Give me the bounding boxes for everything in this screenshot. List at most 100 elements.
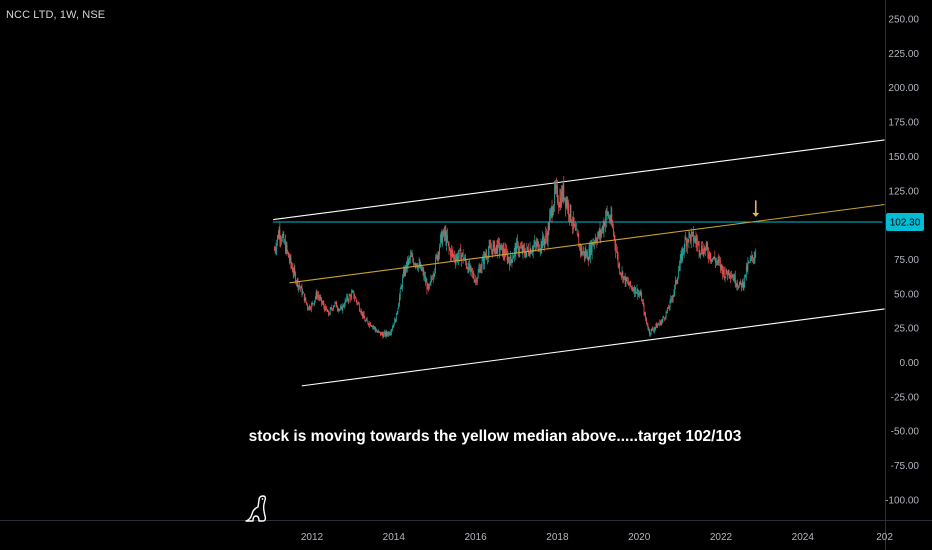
candle-body xyxy=(679,258,681,267)
candle-body xyxy=(479,267,481,270)
candle-body xyxy=(514,246,516,250)
candle-body xyxy=(323,303,325,307)
candle-body xyxy=(461,254,462,261)
candle-body xyxy=(604,222,606,226)
candle-body xyxy=(750,257,752,259)
candle-body xyxy=(748,261,750,263)
candle-body xyxy=(405,266,407,271)
candle-body xyxy=(666,311,668,313)
candle-body xyxy=(585,251,587,257)
candle-body xyxy=(467,268,469,273)
candle-body xyxy=(592,242,594,245)
candle-body xyxy=(665,312,667,318)
candle-body xyxy=(528,254,530,256)
candle-body xyxy=(671,298,672,300)
arrow-head xyxy=(752,212,760,217)
candle-body xyxy=(500,245,502,250)
candle-body xyxy=(660,321,662,325)
candle-body xyxy=(752,255,753,258)
candle-body xyxy=(631,287,633,290)
candle-body xyxy=(447,241,449,244)
candle-body xyxy=(452,251,454,256)
candle-body xyxy=(555,185,557,189)
candle-body xyxy=(375,329,377,332)
candle-body xyxy=(336,302,337,308)
candle-body xyxy=(524,254,526,257)
candle-body xyxy=(283,234,285,243)
candle-body xyxy=(584,251,586,257)
candle-body xyxy=(664,317,666,319)
candle-body xyxy=(470,266,472,269)
candle-body xyxy=(447,235,448,242)
candle-body xyxy=(329,308,331,314)
candle-body xyxy=(351,291,353,294)
candle-body xyxy=(740,280,742,283)
candle-body xyxy=(635,292,637,294)
candle-body xyxy=(334,302,336,306)
candle-body xyxy=(478,269,480,272)
candle-body xyxy=(428,284,429,289)
candle-body xyxy=(377,331,379,333)
plot-area[interactable] xyxy=(273,139,885,387)
candle-body xyxy=(632,289,634,291)
candle-body xyxy=(509,256,511,266)
candle-body xyxy=(471,268,473,272)
candle-body xyxy=(571,221,573,225)
candle-body xyxy=(695,237,697,242)
candle-body xyxy=(429,282,431,285)
candle-body xyxy=(304,297,306,301)
candle-body xyxy=(683,248,684,251)
candle-body xyxy=(700,253,702,255)
candle-body xyxy=(496,244,498,254)
candle-body xyxy=(520,247,521,249)
candle-body xyxy=(425,276,426,283)
candle-body xyxy=(423,270,425,278)
candle-body xyxy=(384,332,386,336)
candle-body xyxy=(311,303,313,304)
candle-body xyxy=(573,217,575,226)
candle-body xyxy=(292,271,294,274)
tradingview-dinosaur-icon[interactable] xyxy=(243,494,271,524)
candle-body xyxy=(441,231,443,244)
candle-body xyxy=(387,334,388,336)
candle-body xyxy=(274,249,276,251)
candle-body xyxy=(492,244,494,254)
y-tick-label: 75.00 xyxy=(894,255,919,266)
candle-body xyxy=(456,255,458,259)
candle-body xyxy=(314,300,315,304)
candle-body xyxy=(653,329,654,331)
candle-body xyxy=(342,304,344,311)
candle-body xyxy=(362,313,364,317)
candle-body xyxy=(526,247,528,252)
candle-body xyxy=(718,259,720,261)
candle-body xyxy=(359,309,361,312)
candle-body xyxy=(469,266,471,270)
candle-body xyxy=(436,255,437,258)
candle-body xyxy=(331,307,333,309)
candle-body xyxy=(376,331,377,333)
candle-body xyxy=(689,232,691,235)
candle-body xyxy=(617,254,619,265)
candle-body xyxy=(378,331,380,332)
candle-body xyxy=(494,242,495,254)
candle-body xyxy=(356,300,358,304)
candle-body xyxy=(285,241,286,253)
candle-body xyxy=(418,262,420,266)
candle-body xyxy=(363,313,365,319)
candle-body xyxy=(576,229,578,235)
candle-body xyxy=(438,252,440,255)
candle-body xyxy=(483,257,484,265)
candle-body xyxy=(317,295,318,297)
candle-body xyxy=(396,312,398,314)
candle-body xyxy=(316,292,318,297)
x-tick-label: 202 xyxy=(876,532,893,543)
candle-body xyxy=(690,234,691,242)
candle-body xyxy=(550,211,551,217)
candle-body xyxy=(420,264,422,268)
candle-body xyxy=(642,301,643,302)
candle-body xyxy=(399,296,400,305)
candle-body xyxy=(534,242,536,246)
candle-body xyxy=(472,271,473,274)
candle-body xyxy=(305,297,307,302)
